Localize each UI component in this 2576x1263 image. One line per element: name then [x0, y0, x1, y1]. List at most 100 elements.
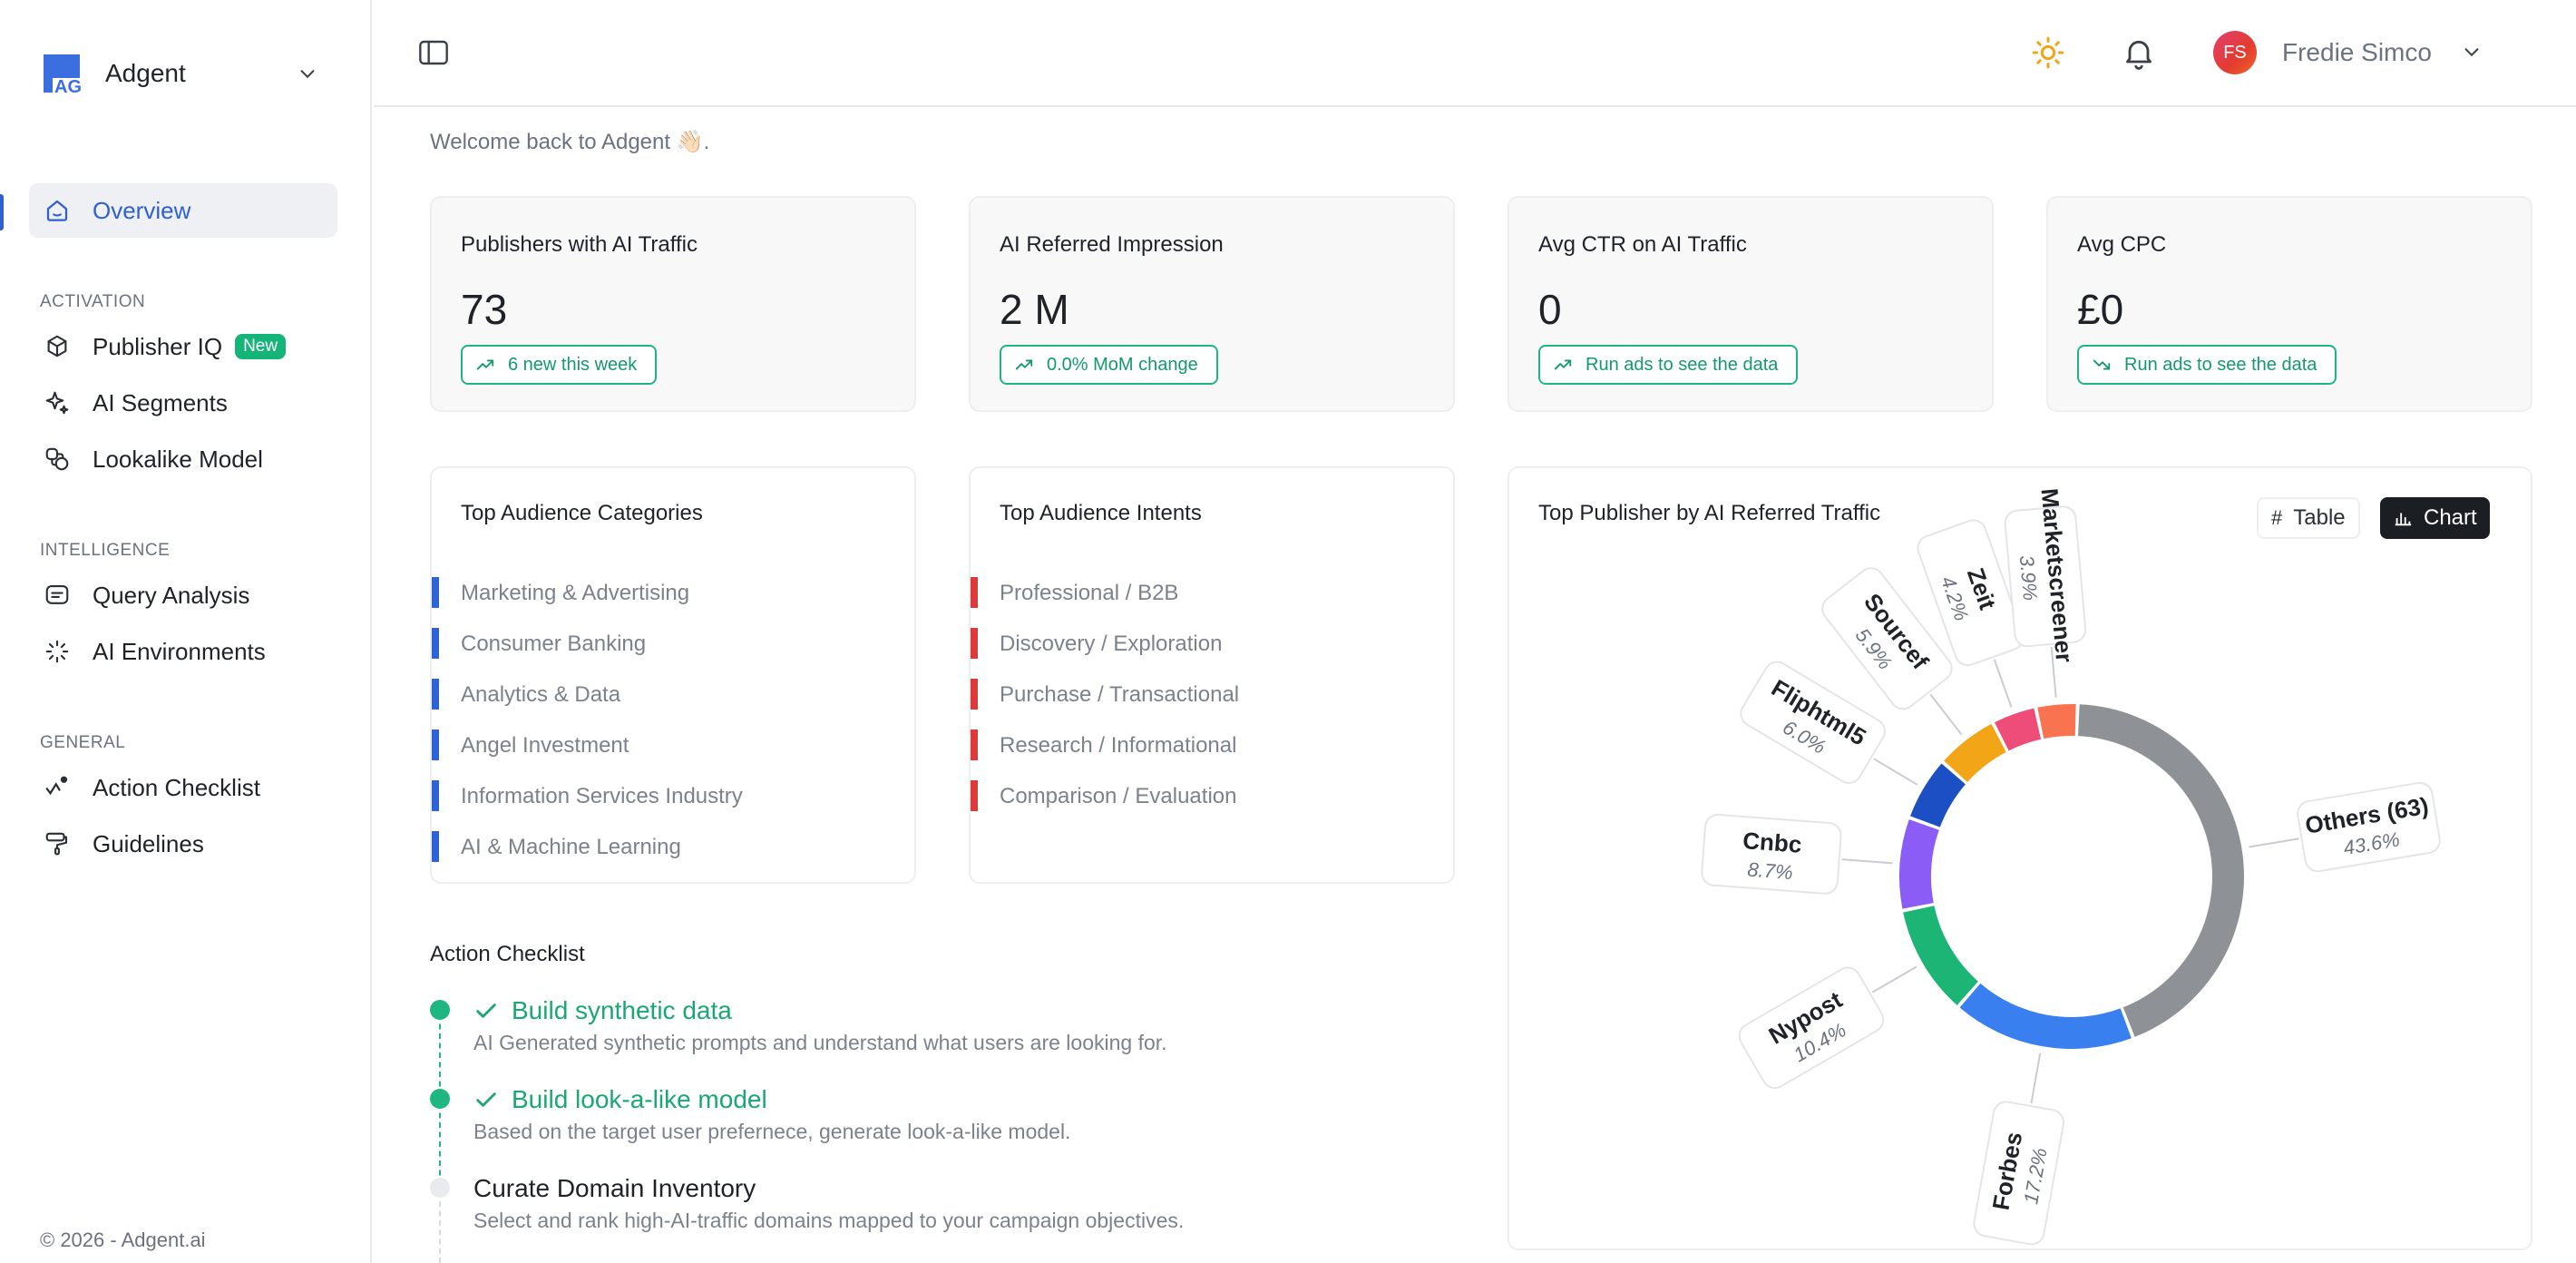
top-publisher-chart-card: Others (63) 43.6% Forbes 17.2% Nypost 10.4% Cn… — [1508, 466, 2532, 1250]
checklist-item-desc: AI Generated synthetic prompts and under… — [473, 1031, 1167, 1054]
list-item: Analytics & Data — [432, 670, 914, 720]
trending-down-icon — [2093, 359, 2111, 370]
timeline-connector — [439, 1192, 441, 1263]
checklist-item-title: Build look-a-like model — [512, 1085, 767, 1113]
stat-value: 2 M — [1000, 286, 1069, 333]
label-card — [1821, 567, 1953, 710]
sidebar-item-action-checklist[interactable]: Action Checklist — [29, 760, 337, 815]
section-intelligence: INTELLIGENCE — [40, 541, 171, 560]
timeline-connector — [439, 1014, 441, 1096]
list-item: Angel Investment — [432, 720, 914, 771]
slice-marketscreener[interactable] — [2037, 704, 2076, 739]
check-icon — [476, 1092, 496, 1107]
sparkles-icon — [42, 387, 73, 418]
copyright: © 2026 - Adgent.ai — [40, 1229, 206, 1251]
list-item: Discovery / Exploration — [971, 619, 1453, 670]
slice-others-63[interactable] — [2078, 704, 2244, 1037]
list-item: Information Services Industry — [432, 771, 914, 822]
topbar: FS Fredie Simco — [374, 0, 2576, 107]
audience-categories-card: Top Audience Categories Marketing & Adve… — [430, 466, 916, 884]
loader-icon — [42, 636, 73, 667]
stat-card-impression: AI Referred Impression 2 M 0.0% MoM chan… — [969, 196, 1455, 412]
stat-trend-pill: Run ads to see the data — [1538, 345, 1799, 385]
app-logo: AG — [44, 54, 83, 96]
sidebar-item-publisher-iq[interactable]: Publisher IQ New — [29, 319, 337, 374]
sidebar-item-label: Action Checklist — [93, 773, 260, 801]
chevron-down-icon[interactable] — [2462, 42, 2482, 62]
checklist-item-title: Curate Domain Inventory — [473, 1174, 756, 1202]
sidebar-item-ai-segments[interactable]: AI Segments — [29, 376, 337, 430]
avatar[interactable]: FS — [2213, 31, 2257, 74]
sun-icon[interactable] — [2030, 34, 2066, 71]
slice-forbes[interactable] — [1959, 983, 2132, 1049]
stat-card-publishers: Publishers with AI Traffic 73 6 new this… — [430, 196, 916, 412]
checklist-item-title: Build synthetic data — [512, 996, 732, 1024]
message-icon — [42, 580, 73, 611]
list-item: Research / Informational — [971, 720, 1453, 771]
stat-title: Avg CTR on AI Traffic — [1538, 232, 1747, 257]
slice-zeit[interactable] — [1994, 708, 2042, 751]
sidebar-toggle-icon[interactable] — [417, 38, 450, 67]
sidebar-item-label: Overview — [93, 196, 191, 224]
stat-value: 0 — [1538, 286, 1562, 333]
chart-title: Top Publisher by AI Referred Traffic — [1538, 501, 1881, 525]
home-icon — [42, 195, 73, 226]
list-item: AI & Machine Learning — [432, 822, 914, 873]
sidebar: AG Adgent Overview ACTIVATION Publisher … — [0, 0, 372, 1263]
label-card — [1973, 1101, 2065, 1246]
category-list: Marketing & Advertising Consumer Banking… — [432, 568, 914, 873]
slice-label-value: 8.7% — [1747, 858, 1794, 885]
list-item: Marketing & Advertising — [432, 568, 914, 619]
sidebar-item-query-analysis[interactable]: Query Analysis — [29, 568, 337, 622]
sidebar-item-guidelines[interactable]: Guidelines — [29, 817, 337, 871]
leader-line — [2030, 1052, 2042, 1104]
stat-trend-pill: 0.0% MoM change — [1000, 345, 1218, 385]
leader-line — [2249, 837, 2299, 848]
leader-line — [1993, 659, 2013, 708]
checklist-title: Action Checklist — [430, 942, 585, 966]
new-badge: New — [235, 334, 287, 359]
slice-cnbc[interactable] — [1899, 819, 1939, 909]
slice-fliphtml5[interactable] — [1910, 763, 1966, 827]
list-item: Consumer Banking — [432, 619, 914, 670]
list-item: Professional / B2B — [971, 568, 1453, 619]
trending-up-icon — [1554, 359, 1572, 370]
label-card — [1740, 661, 1886, 784]
slice-sourcef[interactable] — [1944, 723, 2006, 782]
app-name: Adgent — [105, 59, 186, 87]
stat-value: £0 — [2077, 286, 2124, 333]
slice-label-name: Cnbc — [1742, 827, 1802, 858]
checklist-item-desc: Based on the target user prefernece, gen… — [473, 1120, 1071, 1143]
bell-icon[interactable] — [2121, 34, 2157, 71]
user-name[interactable]: Fredie Simco — [2282, 38, 2432, 66]
stat-title: Publishers with AI Traffic — [461, 232, 698, 257]
sidebar-item-lookalike-model[interactable]: Lookalike Model — [29, 432, 337, 486]
paint-roller-icon — [42, 828, 73, 859]
sidebar-item-label: Publisher IQ — [93, 332, 223, 360]
stat-trend-pill: Run ads to see the data — [2077, 345, 2337, 385]
chevron-down-icon[interactable] — [298, 64, 317, 83]
section-activation: ACTIVATION — [40, 292, 146, 311]
status-dot-pending — [430, 1178, 450, 1198]
stat-trend-pill: 6 new this week — [461, 345, 658, 385]
active-indicator — [0, 194, 4, 230]
status-dot-done — [430, 1000, 450, 1020]
sidebar-item-label: Guidelines — [93, 829, 204, 857]
label-card — [1917, 519, 2025, 667]
sidebar-item-label: Query Analysis — [93, 581, 250, 609]
slice-nypost[interactable] — [1903, 906, 1978, 1005]
leader-line — [1873, 758, 1918, 786]
sidebar-item-ai-environments[interactable]: AI Environments — [29, 624, 337, 679]
chart-view-toggle[interactable]: Chart — [2380, 497, 2490, 539]
table-view-toggle[interactable]: # Table — [2257, 497, 2360, 539]
sidebar-item-overview[interactable]: Overview — [29, 183, 337, 238]
label-card — [2004, 505, 2087, 648]
slice-label-others-63: Others (63)43.6% — [2297, 781, 2441, 873]
workspace-switcher[interactable]: AG Adgent — [44, 54, 186, 96]
